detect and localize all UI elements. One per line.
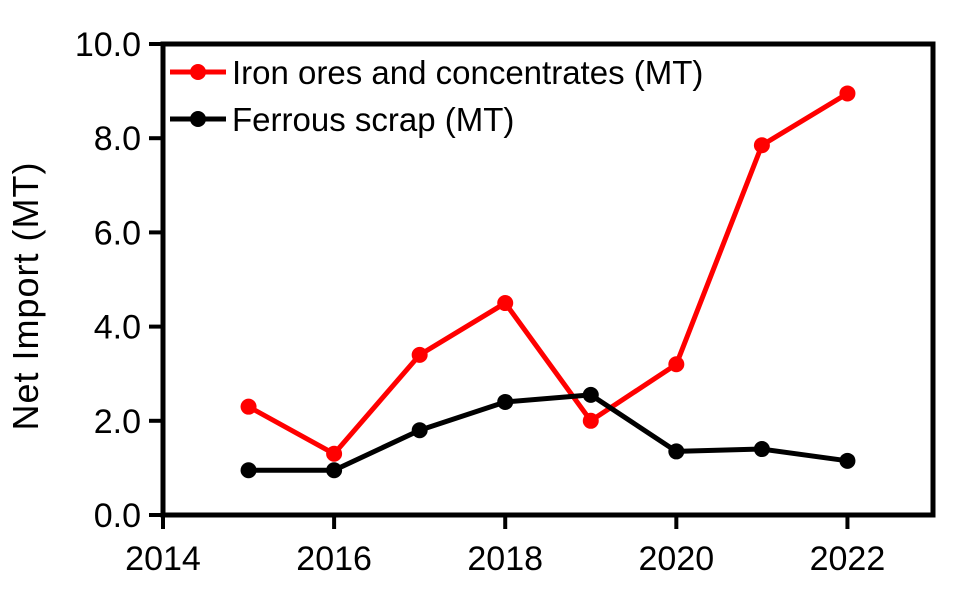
series-line: [246, 392, 850, 473]
legend-item-ferrous-scrap: Ferrous scrap (MT): [170, 101, 514, 138]
legend-marker-icon: [190, 64, 206, 80]
data-point-marker: [753, 137, 770, 154]
legend-label: Ferrous scrap (MT): [232, 101, 514, 138]
series-line: [246, 90, 850, 457]
series-iron-ores-and-concentrates: [240, 85, 856, 462]
x-tick-label: 2014: [125, 540, 201, 578]
series-ferrous-scrap: [240, 386, 856, 479]
plot-frame: [160, 41, 936, 518]
data-point-marker: [411, 346, 428, 363]
data-point-marker: [582, 386, 599, 403]
x-tick-label: 2016: [296, 540, 372, 578]
data-point-marker: [668, 443, 685, 460]
legend-marker-icon: [190, 111, 206, 127]
data-point-marker: [240, 398, 257, 415]
y-tick-label: 6.0: [94, 214, 141, 252]
x-tick-label: 2018: [467, 540, 543, 578]
y-tick-label: 2.0: [94, 403, 141, 441]
legend-label: Iron ores and concentrates (MT): [232, 54, 703, 91]
legend: Iron ores and concentrates (MT) Ferrous s…: [170, 54, 703, 138]
data-point-marker: [497, 295, 514, 312]
data-point-marker: [326, 462, 343, 479]
y-tick-label: 4.0: [94, 309, 141, 347]
data-point-marker: [582, 412, 599, 429]
data-point-marker: [240, 462, 257, 479]
x-tick-label: 2022: [810, 540, 886, 578]
x-tick-label: 2020: [639, 540, 715, 578]
data-point-marker: [411, 422, 428, 439]
data-point-marker: [839, 85, 856, 102]
y-tick-label: 10.0: [75, 26, 141, 64]
y-tick-label: 0.0: [94, 497, 141, 535]
y-tick-label: 8.0: [94, 120, 141, 158]
legend-item-iron-ores-and-concentrates: Iron ores and concentrates (MT): [170, 54, 703, 91]
y-axis: 0.0 2.0 4.0 6.0 8.0 10.0: [75, 26, 161, 535]
x-axis: 2014 2016 2018 2020 2022: [125, 517, 885, 578]
y-axis-title: Net Import (MT): [5, 161, 46, 430]
data-point-marker: [839, 452, 856, 469]
data-point-marker: [668, 356, 685, 373]
data-point-marker: [753, 441, 770, 458]
data-point-marker: [326, 445, 343, 462]
data-point-marker: [497, 393, 514, 410]
